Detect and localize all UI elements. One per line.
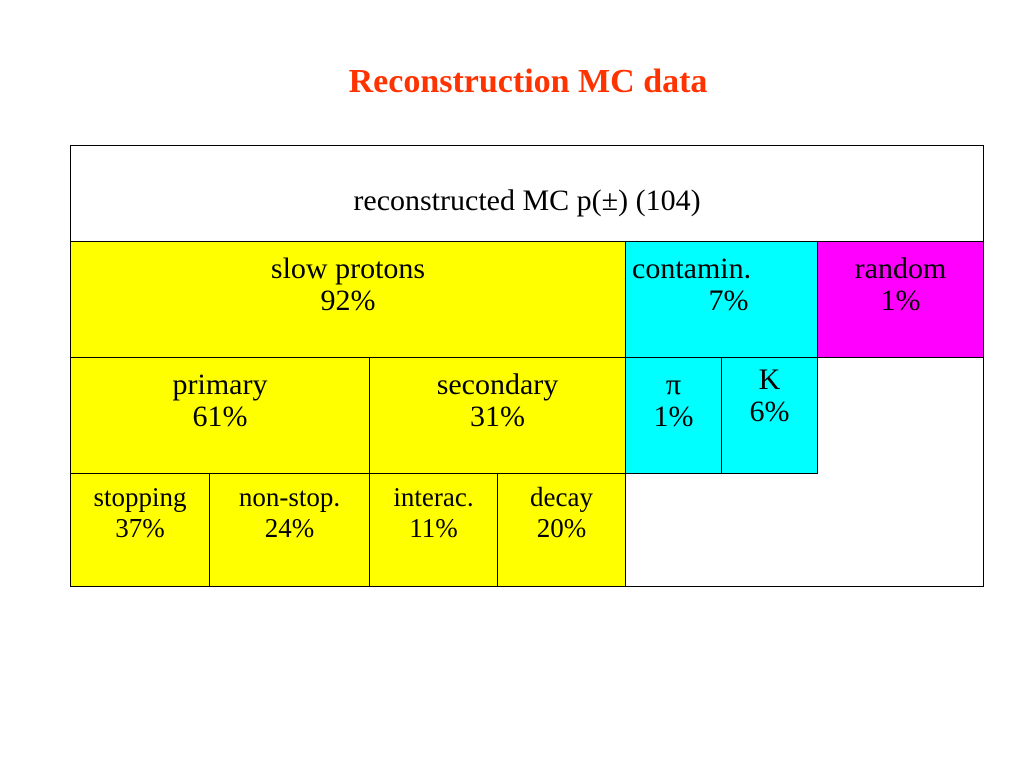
cell-random-label: random — [854, 252, 947, 285]
cell-kaon: K 6% — [721, 357, 818, 474]
cell-non-stop-value: 24% — [264, 513, 315, 543]
cell-slow-protons-value: 92% — [320, 284, 376, 317]
cell-secondary-value: 31% — [470, 400, 525, 433]
cell-primary-value: 61% — [192, 400, 248, 433]
page-title: Reconstruction MC data — [348, 63, 708, 100]
cell-contamin-label: contamin. — [632, 252, 752, 285]
cell-pion-label: π — [665, 368, 682, 401]
cell-contamin: contamin. 7% — [625, 241, 818, 358]
cell-pion-value: 1% — [653, 400, 694, 433]
cell-kaon-label: K — [758, 363, 781, 396]
cell-interac-value: 11% — [409, 513, 458, 543]
cell-interac: interac. 11% — [369, 473, 498, 587]
cell-decay-label: decay — [530, 482, 593, 512]
cell-interac-label: interac. — [393, 482, 474, 512]
cell-primary-label: primary — [172, 368, 268, 401]
empty-region-right — [625, 473, 984, 587]
cell-random-value: 1% — [880, 284, 921, 317]
table-header-label: reconstructed MC p(±) (104) — [353, 184, 701, 217]
cell-non-stop-label: non-stop. — [238, 482, 341, 512]
cell-random: random 1% — [817, 241, 984, 358]
cell-slow-protons-label: slow protons — [270, 252, 426, 285]
table-header-cell: reconstructed MC p(±) (104) — [70, 145, 984, 242]
cell-stopping-label: stopping — [93, 482, 187, 512]
cell-pion: π 1% — [625, 357, 722, 474]
cell-stopping-value: 37% — [115, 513, 165, 543]
cell-non-stop: non-stop. 24% — [209, 473, 370, 587]
cell-contamin-value: 7% — [708, 284, 749, 317]
cell-primary: primary 61% — [70, 357, 370, 474]
cell-secondary: secondary 31% — [369, 357, 626, 474]
cell-decay-value: 20% — [536, 513, 587, 543]
cell-slow-protons: slow protons 92% — [70, 241, 626, 358]
cell-stopping: stopping 37% — [70, 473, 210, 587]
cell-kaon-value: 6% — [749, 395, 790, 428]
empty-region-upper-right — [817, 357, 984, 474]
cell-decay: decay 20% — [497, 473, 626, 587]
cell-secondary-label: secondary — [436, 368, 559, 401]
